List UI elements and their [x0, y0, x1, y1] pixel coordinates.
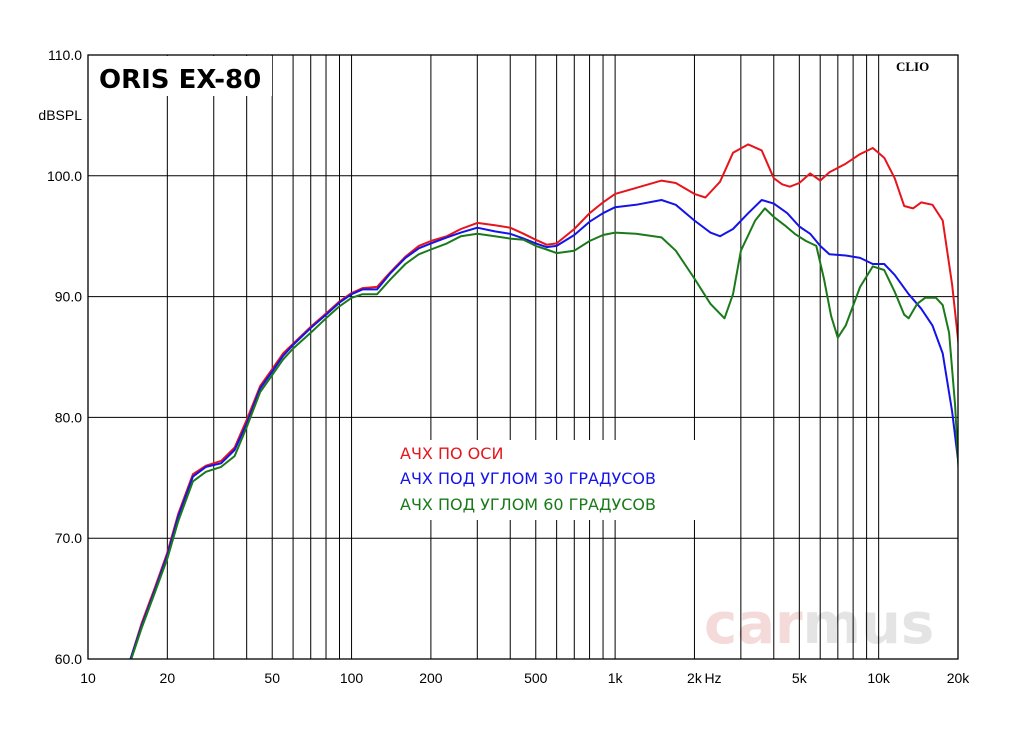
y-axis-label: dBSPL [38, 107, 82, 123]
y-tick-label: 70.0 [55, 530, 82, 546]
plot-background [88, 55, 958, 659]
series-lines [129, 143, 958, 659]
x-tick-label: 20 [160, 670, 176, 686]
x-tick-label: 500 [524, 670, 548, 686]
series-line-on-axis [129, 143, 958, 659]
x-tick-labels: 10 20 50 100 200 500 1k 2k 5k 10k 20k [80, 670, 970, 686]
y-tick-label: 90.0 [55, 289, 82, 305]
ylabel-box [28, 104, 84, 124]
y-tick-label: 110.0 [48, 47, 82, 63]
watermark-car: car [704, 592, 803, 657]
x-tick-label: 100 [340, 670, 364, 686]
x-tick-label: 20k [947, 670, 971, 686]
x-tick-label: 1k [608, 670, 624, 686]
brand-box [892, 57, 942, 74]
x-tick-label: 2k [687, 670, 703, 686]
legend-background [395, 440, 715, 520]
x-axis-label: Hz [704, 670, 721, 686]
y-tick-labels: 60.0 70.0 80.0 90.0 100.0 110.0 [47, 47, 82, 667]
brand-label: CLIO [896, 59, 929, 74]
series-line-30-degrees [129, 199, 958, 659]
y-tick-label: 80.0 [55, 409, 82, 425]
chart-title: ORIS EX-80 [99, 65, 261, 95]
legend-entry-on-axis: АЧХ ПО ОСИ [400, 444, 503, 463]
legend-entry-30-degrees: АЧХ ПОД УГЛОМ 30 ГРАДУСОВ [400, 469, 656, 488]
x-tick-label: 50 [264, 670, 280, 686]
watermark-mus: mus [803, 592, 935, 657]
grid-lines [87, 54, 959, 660]
y-tick-label: 60.0 [55, 651, 82, 667]
y-tick-label: 100.0 [47, 168, 82, 184]
watermark: carmus [704, 592, 934, 657]
x-tick-label: 5k [792, 670, 808, 686]
legend: АЧХ ПО ОСИ АЧХ ПОД УГЛОМ 30 ГРАДУСОВ АЧХ… [395, 440, 715, 520]
title-box [89, 56, 272, 96]
x-tick-label: 10k [867, 670, 891, 686]
series-line-60-degrees [130, 207, 958, 659]
plot-border [87, 54, 959, 660]
legend-entry-60-degrees: АЧХ ПОД УГЛОМ 60 ГРАДУСОВ [400, 495, 656, 514]
x-tick-label: 200 [419, 670, 443, 686]
x-tick-label: 10 [80, 670, 96, 686]
